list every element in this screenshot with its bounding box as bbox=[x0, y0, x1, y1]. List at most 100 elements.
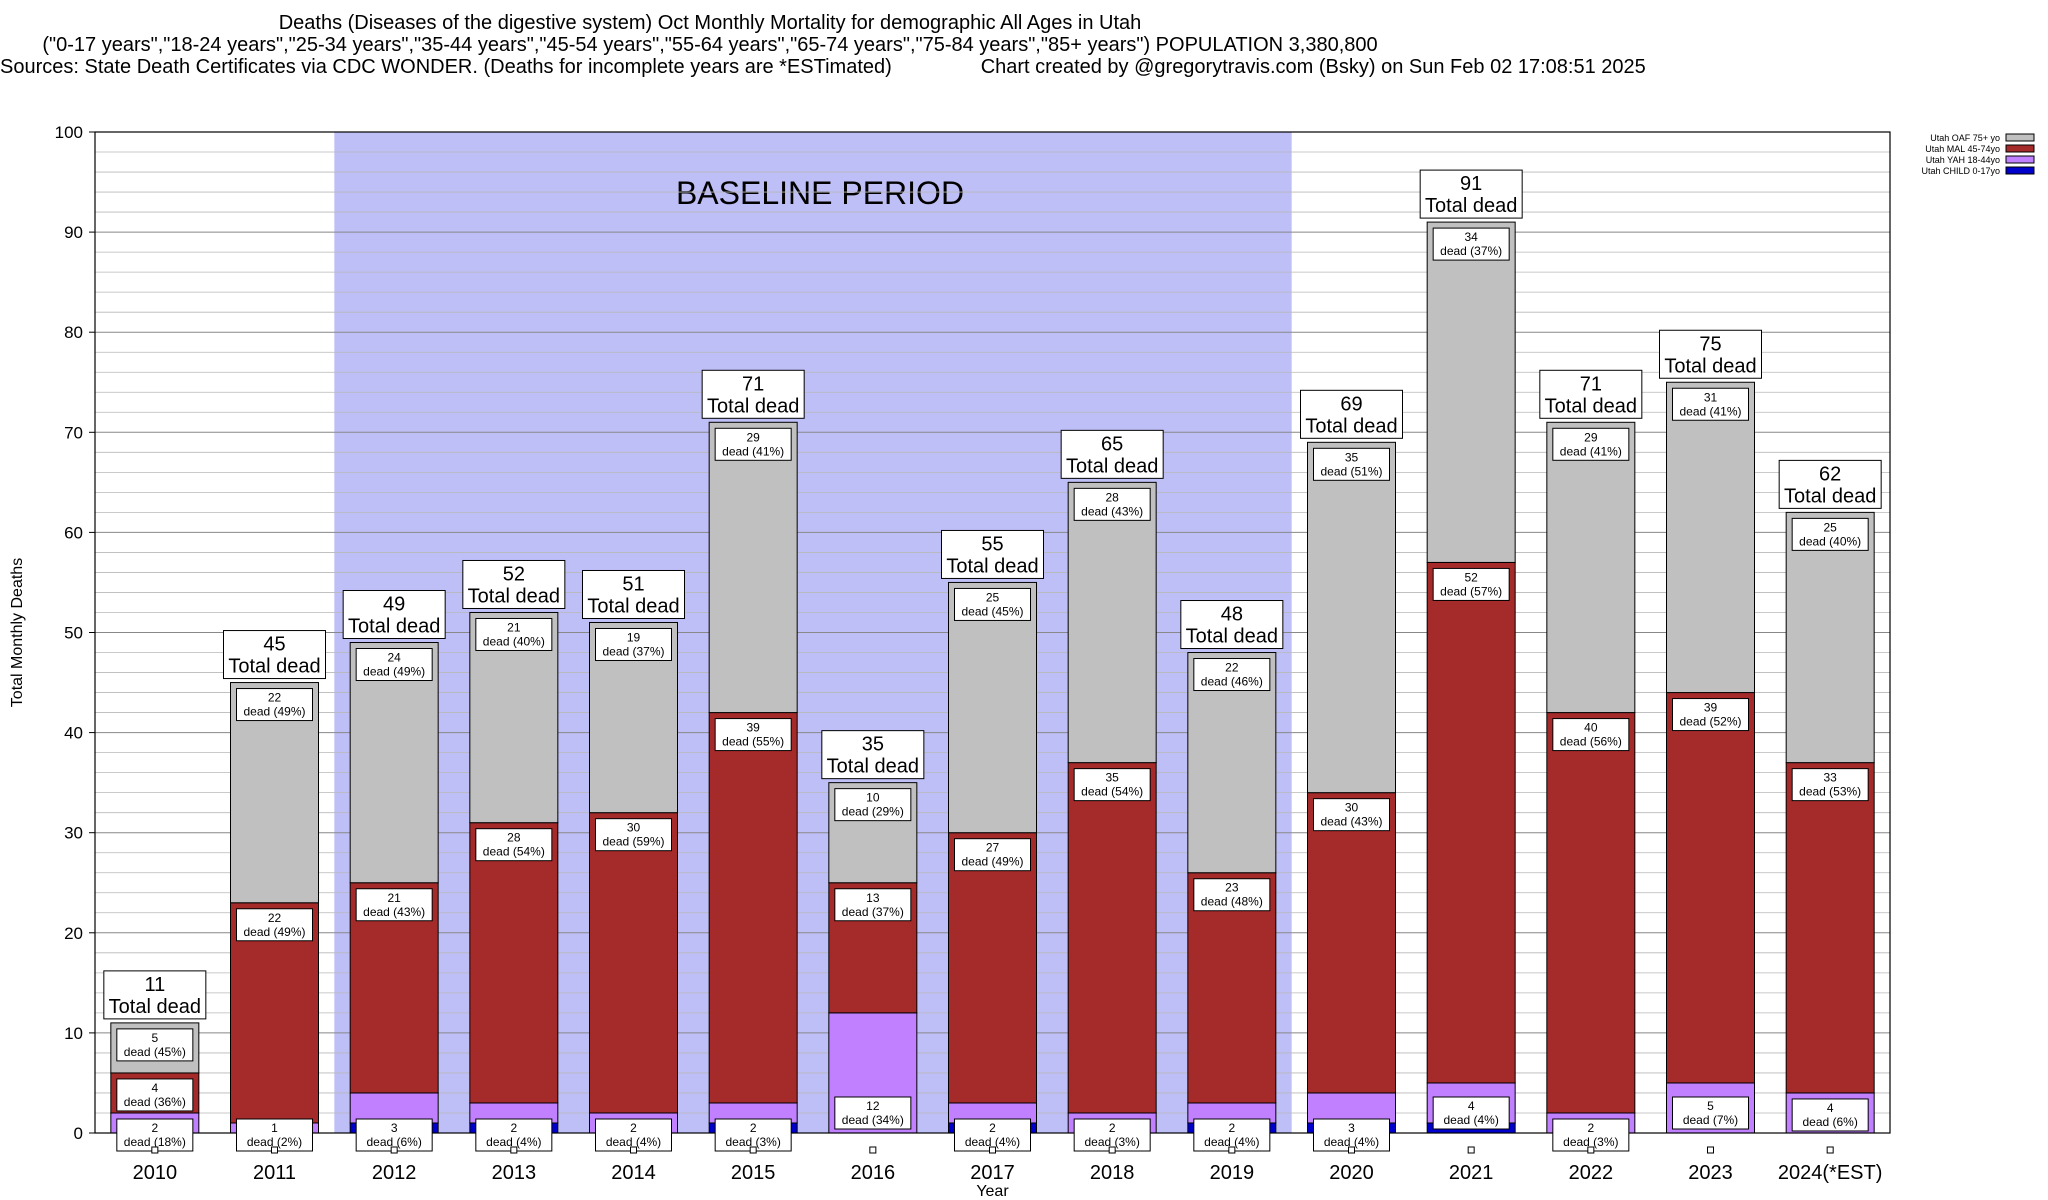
segment-label-percent: dead (54%) bbox=[1081, 785, 1143, 799]
segment-label-percent: dead (43%) bbox=[1081, 504, 1143, 518]
segment-label-percent: dead (37%) bbox=[602, 644, 664, 658]
segment-label-count: 2 bbox=[630, 1121, 637, 1135]
segment-label-count: 2 bbox=[750, 1121, 757, 1135]
segment-label-box bbox=[116, 1028, 194, 1062]
bar-segment-utah-mal-45-74yo-2023[interactable] bbox=[1666, 692, 1755, 1084]
segment-label-box bbox=[954, 1118, 1031, 1152]
total-label-value: 65 bbox=[1101, 433, 1123, 455]
segment-label-box bbox=[714, 427, 792, 461]
segment-label-percent: dead (37%) bbox=[1440, 244, 1502, 258]
bar-marker-2015 bbox=[749, 1146, 757, 1154]
bar-marker-2017 bbox=[989, 1146, 996, 1154]
total-label-value: 52 bbox=[503, 563, 525, 585]
total-label-value: 48 bbox=[1221, 604, 1243, 626]
segment-label-count: 31 bbox=[1704, 390, 1718, 404]
segment-label-count: 4 bbox=[1827, 1101, 1834, 1115]
legend-label-utah-mal-45-74yo: Utah MAL 45-74yo bbox=[1925, 144, 2000, 154]
total-label-value: 71 bbox=[742, 373, 764, 395]
bar-segment-utah-mal-45-74yo-2018[interactable] bbox=[1067, 762, 1157, 1114]
segment-label-count: 1 bbox=[271, 1121, 278, 1135]
bar-marker-2014 bbox=[630, 1146, 637, 1154]
segment-label-percent: dead (59%) bbox=[602, 835, 664, 849]
bar-segment-utah-oaf-75-yo-2012[interactable] bbox=[349, 642, 439, 884]
bar-segment-utah-oaf-75-yo-2021[interactable] bbox=[1426, 221, 1516, 563]
total-label-box bbox=[701, 369, 805, 419]
segment-label-count: 12 bbox=[866, 1099, 880, 1113]
total-label-text: Total dead bbox=[1186, 626, 1278, 648]
segment-label-percent: dead (55%) bbox=[722, 735, 784, 749]
bar-segment-utah-oaf-75-yo-2015[interactable] bbox=[708, 421, 798, 714]
segment-label-box bbox=[475, 1118, 553, 1152]
bar-segment-utah-oaf-75-yo-2022[interactable] bbox=[1546, 421, 1636, 714]
total-label-text: Total dead bbox=[1425, 195, 1517, 217]
y-tick-label-30: 30 bbox=[64, 824, 83, 843]
total-label-value: 49 bbox=[383, 594, 405, 616]
segment-label-box bbox=[1791, 768, 1869, 802]
bar-marker-2022 bbox=[1587, 1146, 1595, 1154]
bar-segment-utah-mal-45-74yo-2021[interactable] bbox=[1426, 561, 1516, 1084]
baseline-period-label: BASELINE PERIOD bbox=[676, 175, 964, 211]
total-label-text: Total dead bbox=[468, 585, 560, 607]
bar-segment-utah-yah-18-44yo-2012[interactable] bbox=[349, 1092, 439, 1124]
total-label-box bbox=[103, 970, 207, 1020]
segment-label-box bbox=[1552, 427, 1630, 461]
segment-label-percent: dead (43%) bbox=[363, 905, 425, 919]
bar-segment-utah-oaf-75-yo-2020[interactable] bbox=[1307, 441, 1396, 794]
bar-marker-2012 bbox=[390, 1146, 398, 1154]
bar-segment-utah-mal-45-74yo-2024est[interactable] bbox=[1785, 762, 1875, 1094]
bar-marker-2023 bbox=[1707, 1146, 1714, 1154]
bar-segment-utah-mal-45-74yo-2015[interactable] bbox=[708, 712, 798, 1104]
bar-segment-utah-oaf-75-yo-2017[interactable] bbox=[948, 581, 1037, 834]
x-tick-label-2012: 2012 bbox=[372, 1162, 417, 1184]
bar-marker-2010 bbox=[151, 1146, 159, 1154]
bar-segment-utah-mal-45-74yo-2013[interactable] bbox=[469, 822, 559, 1104]
segment-label-percent: dead (57%) bbox=[1440, 584, 1502, 598]
total-label-text: Total dead bbox=[1066, 455, 1158, 477]
bar-segment-utah-mal-45-74yo-2020[interactable] bbox=[1307, 792, 1396, 1094]
total-label-text: Total dead bbox=[1545, 395, 1637, 417]
segment-label-percent: dead (34%) bbox=[842, 1113, 904, 1127]
segment-label-box bbox=[1432, 567, 1510, 601]
legend-swatch-utah-child-0-17yo bbox=[2005, 166, 2035, 175]
segment-label-percent: dead (45%) bbox=[124, 1045, 186, 1059]
segment-label-box bbox=[1552, 718, 1630, 752]
segment-label-count: 25 bbox=[986, 590, 1000, 604]
bar-segment-utah-oaf-75-yo-2018[interactable] bbox=[1067, 481, 1157, 764]
bar-segment-utah-mal-45-74yo-2017[interactable] bbox=[948, 832, 1037, 1104]
segment-label-percent: dead (41%) bbox=[722, 444, 784, 458]
total-label-text: Total dead bbox=[1305, 415, 1397, 437]
segment-label-count: 22 bbox=[268, 691, 282, 705]
segment-label-box bbox=[1432, 1096, 1510, 1130]
bar-segment-utah-mal-45-74yo-2022[interactable] bbox=[1546, 712, 1636, 1114]
bar-segment-utah-oaf-75-yo-2024est[interactable] bbox=[1785, 511, 1875, 764]
segment-label-count: 2 bbox=[1228, 1121, 1235, 1135]
y-tick-label-50: 50 bbox=[64, 624, 83, 643]
segment-label-percent: dead (40%) bbox=[483, 634, 545, 648]
bar-segment-utah-oaf-75-yo-2023[interactable] bbox=[1666, 381, 1755, 694]
bar-segment-utah-mal-45-74yo-2014[interactable] bbox=[589, 812, 678, 1114]
total-label-box bbox=[941, 529, 1044, 579]
segment-label-box bbox=[1313, 1118, 1390, 1152]
bar-marker-2016 bbox=[869, 1146, 877, 1154]
total-label-box bbox=[1180, 600, 1284, 650]
segment-label-count: 34 bbox=[1464, 230, 1478, 244]
bar-segment-utah-yah-18-44yo-2020[interactable] bbox=[1307, 1092, 1396, 1124]
segment-label-count: 13 bbox=[866, 891, 880, 905]
segment-label-percent: dead (49%) bbox=[243, 925, 305, 939]
segment-label-count: 39 bbox=[1704, 701, 1718, 715]
segment-label-box bbox=[236, 908, 313, 942]
x-tick-label-2010: 2010 bbox=[133, 1162, 178, 1184]
legend-label-utah-yah-18-44yo: Utah YAH 18-44yo bbox=[1926, 155, 2000, 165]
